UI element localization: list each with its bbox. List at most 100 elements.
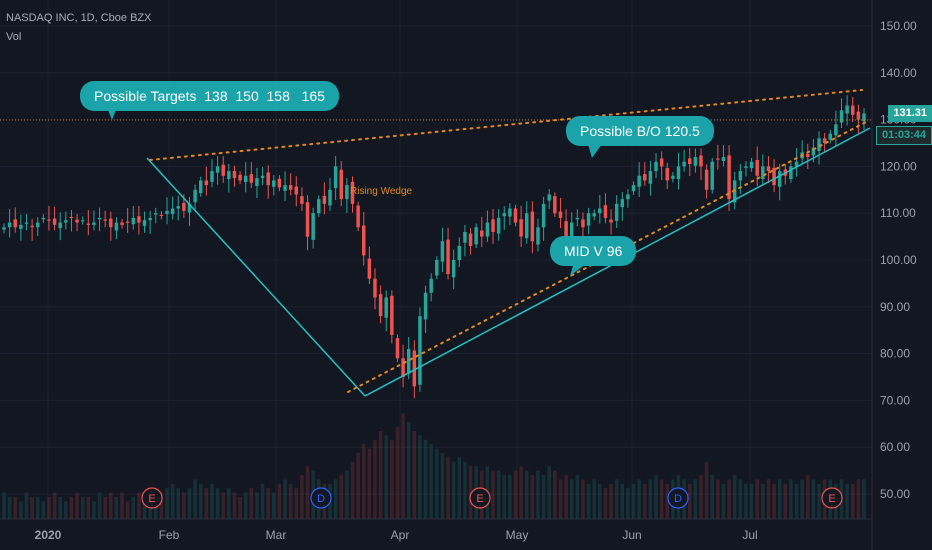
volume-bar [41, 501, 46, 519]
volume-bar [699, 475, 703, 519]
y-tick-label: 50.00 [880, 487, 910, 501]
candle-body [187, 203, 192, 213]
candle-body [277, 178, 282, 188]
volume-bar [609, 483, 613, 519]
candle-body [103, 219, 107, 221]
volume-bar [227, 488, 231, 519]
volume-bar [373, 439, 377, 519]
volume-bar [440, 453, 445, 519]
y-tick-label: 80.00 [880, 347, 910, 361]
candle-body [777, 171, 782, 187]
volume-bar [75, 492, 79, 519]
volume-bars [2, 413, 866, 519]
candle-body [631, 185, 636, 192]
candle-body [227, 171, 231, 180]
candle-body [643, 174, 647, 181]
volume-bar [519, 466, 523, 519]
volume-bar [272, 492, 276, 519]
candle-body [772, 167, 776, 186]
candle-body [457, 245, 462, 260]
volume-bar [800, 479, 804, 519]
candle-body [727, 155, 731, 200]
candle-body [435, 260, 439, 276]
volume-bar [564, 475, 568, 519]
candle-body [198, 180, 203, 194]
volume-bar [243, 492, 248, 519]
candle-body [64, 220, 68, 223]
candle-body [378, 294, 383, 317]
candle-body [547, 194, 551, 201]
y-tick-label: 110.00 [880, 206, 916, 220]
candle-body [496, 217, 501, 234]
volume-bar [210, 483, 214, 519]
candle-body [137, 216, 141, 223]
candle-body [339, 169, 343, 200]
candle-body [41, 217, 46, 220]
event-marker-label: D [317, 493, 325, 505]
candle-body [311, 213, 315, 240]
volume-bar [384, 435, 388, 519]
candle-body [423, 292, 428, 320]
volume-bar [378, 431, 383, 519]
candle-body [406, 348, 411, 374]
candle-body [513, 208, 518, 223]
candle-body [395, 338, 400, 359]
candle-body [828, 133, 833, 140]
candle-body [817, 138, 821, 151]
candle-body [614, 203, 619, 221]
candle-body [519, 219, 523, 237]
candle-body [834, 124, 838, 136]
candle-body [193, 189, 197, 203]
volume-bar [255, 492, 259, 519]
volume-bar [525, 470, 529, 519]
volume-bar [350, 461, 355, 519]
candle-body [609, 219, 613, 223]
candle-body [564, 221, 568, 237]
volume-bar [783, 483, 788, 519]
candle-body [744, 166, 748, 168]
volume-bar [586, 483, 591, 519]
candle-body [148, 217, 152, 221]
candle-body [699, 155, 703, 167]
y-tick-label: 90.00 [880, 300, 910, 314]
x-tick-label: Feb [159, 528, 180, 542]
candle-body [131, 217, 136, 225]
event-marker [310, 487, 332, 509]
candlestick-series [2, 95, 866, 399]
volume-bar [294, 488, 299, 519]
candle-body [238, 174, 242, 181]
breakout-bubble: Possible B/O 120.5 [566, 116, 714, 146]
volume-bar [52, 492, 57, 519]
candle-body [575, 217, 580, 220]
volume-bar [463, 461, 467, 519]
candle-body [35, 222, 40, 228]
candle-body [350, 181, 355, 204]
x-tick-label: Apr [391, 528, 410, 542]
candle-body [525, 213, 529, 239]
volume-bar [429, 444, 433, 519]
candle-body [154, 213, 158, 215]
pattern-lines [0, 89, 872, 397]
volume-bar [198, 483, 203, 519]
volume-bar [47, 497, 51, 519]
candle-body [159, 214, 164, 217]
volume-bar [581, 479, 585, 519]
candle-body [581, 219, 585, 228]
candle-body [704, 169, 709, 190]
candle-body [665, 168, 670, 181]
candle-body [626, 194, 630, 200]
candle-body [682, 161, 686, 167]
volume-bar [856, 479, 861, 519]
volume-bar [648, 479, 653, 519]
candle-body [300, 196, 304, 204]
volume-bar [654, 475, 658, 519]
candle-body [47, 219, 51, 221]
candle-body [845, 105, 849, 114]
candle-body [851, 105, 855, 115]
y-tick-label: 100.00 [880, 253, 917, 267]
volume-bar [806, 475, 810, 519]
volume-bar [92, 501, 96, 519]
candle-body [862, 113, 866, 122]
event-marker [141, 487, 163, 509]
